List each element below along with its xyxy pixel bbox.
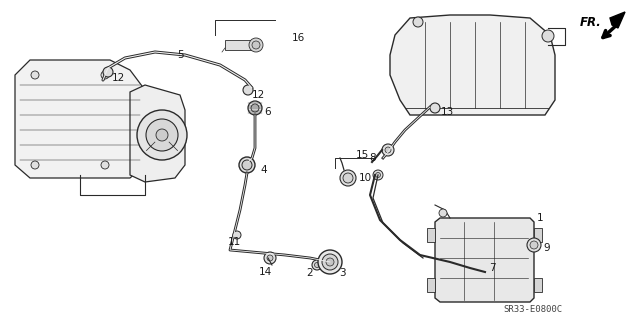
Circle shape <box>146 119 178 151</box>
Circle shape <box>239 157 255 173</box>
Circle shape <box>103 67 113 77</box>
Text: 5: 5 <box>177 50 183 60</box>
Circle shape <box>312 260 322 270</box>
Text: 12: 12 <box>252 90 264 100</box>
Circle shape <box>249 38 263 52</box>
Circle shape <box>243 85 253 95</box>
Circle shape <box>326 258 334 266</box>
Circle shape <box>340 170 356 186</box>
Circle shape <box>31 71 39 79</box>
Circle shape <box>31 161 39 169</box>
Circle shape <box>252 41 260 49</box>
Text: 2: 2 <box>307 268 314 278</box>
Text: 3: 3 <box>339 268 346 278</box>
Bar <box>427 278 435 292</box>
Circle shape <box>137 110 187 160</box>
Text: 14: 14 <box>259 267 271 277</box>
Text: 9: 9 <box>544 243 550 253</box>
Bar <box>534 278 542 292</box>
Circle shape <box>530 241 538 249</box>
Polygon shape <box>435 218 534 302</box>
Bar <box>225 40 255 50</box>
Polygon shape <box>610 12 625 28</box>
Circle shape <box>267 255 273 261</box>
Circle shape <box>251 104 259 112</box>
Circle shape <box>382 144 394 156</box>
Text: 4: 4 <box>260 165 268 175</box>
Text: SR33-E0800C: SR33-E0800C <box>503 306 562 315</box>
Circle shape <box>156 129 168 141</box>
Text: 11: 11 <box>227 237 241 247</box>
Text: 8: 8 <box>370 153 376 163</box>
Bar <box>427 228 435 242</box>
Text: 13: 13 <box>440 107 454 117</box>
Text: 1: 1 <box>537 213 543 223</box>
Circle shape <box>233 231 241 239</box>
Polygon shape <box>130 85 185 182</box>
Circle shape <box>542 30 554 42</box>
Text: 15: 15 <box>355 150 369 160</box>
Bar <box>534 228 542 242</box>
Circle shape <box>385 147 391 153</box>
Circle shape <box>376 173 381 177</box>
Circle shape <box>101 71 109 79</box>
Text: 16: 16 <box>291 33 305 43</box>
Circle shape <box>318 250 342 274</box>
Text: 12: 12 <box>111 73 125 83</box>
Circle shape <box>413 17 423 27</box>
Circle shape <box>527 238 541 252</box>
Circle shape <box>430 103 440 113</box>
Circle shape <box>322 254 338 270</box>
Circle shape <box>439 209 447 217</box>
Text: 6: 6 <box>265 107 271 117</box>
Circle shape <box>264 252 276 264</box>
Circle shape <box>343 173 353 183</box>
Circle shape <box>314 263 319 268</box>
Text: FR.: FR. <box>580 16 602 28</box>
Circle shape <box>373 170 383 180</box>
Circle shape <box>242 160 252 170</box>
Text: 10: 10 <box>358 173 372 183</box>
Circle shape <box>248 101 262 115</box>
Text: 7: 7 <box>489 263 495 273</box>
Polygon shape <box>15 60 145 178</box>
Circle shape <box>101 161 109 169</box>
Polygon shape <box>390 15 555 115</box>
